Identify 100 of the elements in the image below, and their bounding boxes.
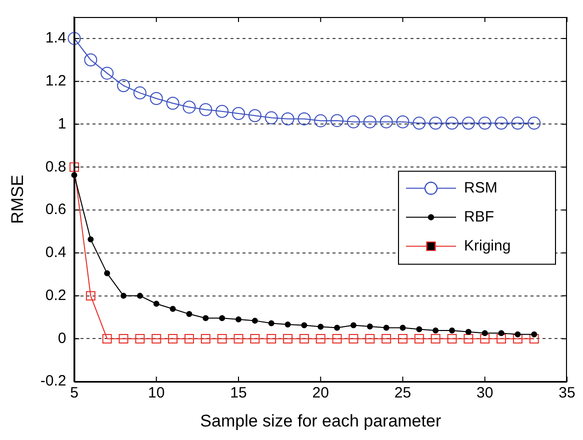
point [217, 334, 227, 344]
point [216, 104, 229, 118]
point [266, 334, 276, 344]
point [316, 334, 326, 344]
point [528, 116, 541, 130]
point [382, 334, 392, 344]
point [350, 322, 356, 328]
point [494, 116, 508, 130]
point [464, 334, 474, 344]
point [512, 334, 522, 344]
point [168, 334, 178, 344]
x-tick-label: 30 [476, 384, 494, 402]
point [100, 66, 114, 80]
y-tick-label: 0.6 [45, 201, 66, 218]
x-tick-label: 15 [230, 384, 247, 402]
point [366, 323, 373, 330]
point [482, 330, 488, 336]
legend-label: RBF [464, 208, 494, 226]
y-tick-label: 1 [58, 115, 66, 132]
point [284, 322, 291, 328]
legend-label: Kriging [464, 237, 511, 254]
point [86, 291, 96, 301]
y-tick-label: -0.2 [40, 372, 66, 390]
point [152, 334, 162, 344]
point [348, 334, 358, 344]
y-tick-label: 0.2 [45, 286, 66, 304]
point [365, 334, 375, 344]
point [117, 79, 130, 92]
point [398, 334, 408, 344]
point [529, 334, 539, 344]
point [248, 109, 262, 122]
point [334, 324, 340, 331]
point [88, 236, 94, 242]
point [182, 100, 196, 114]
point [219, 315, 226, 322]
y-tick-label: 0 [58, 330, 66, 347]
point [186, 311, 192, 318]
point [480, 334, 490, 344]
x-tick-label: 25 [394, 384, 412, 402]
y-tick-label: 1.4 [45, 30, 66, 47]
y-axis-title: RMSE [8, 174, 27, 224]
point [202, 315, 209, 322]
point [250, 334, 260, 344]
point [363, 115, 376, 128]
point [299, 334, 309, 344]
x-tick-label: 5 [70, 384, 78, 402]
point [346, 115, 360, 128]
y-tick-label: 0.4 [45, 244, 66, 262]
y-tick-label: 1.2 [45, 72, 66, 90]
point [332, 334, 342, 344]
point [446, 116, 459, 130]
point [301, 322, 308, 328]
x-tick-label: 35 [558, 384, 576, 402]
point [447, 334, 457, 344]
point [118, 334, 128, 344]
point [199, 103, 212, 116]
point [102, 334, 112, 344]
point [153, 300, 160, 307]
y-tick-label: 0.8 [45, 158, 66, 176]
point [281, 112, 294, 126]
point [511, 116, 524, 130]
point [478, 116, 492, 130]
point [298, 112, 311, 126]
point [380, 115, 393, 128]
point [400, 324, 406, 331]
point [283, 334, 293, 344]
point [170, 306, 176, 312]
point [531, 331, 538, 338]
point [200, 334, 210, 344]
point [133, 86, 146, 100]
point [496, 334, 506, 344]
x-tick-label: 10 [148, 384, 165, 402]
point [318, 324, 324, 330]
x-axis-title: Sample size for each parameter [200, 411, 442, 430]
point [465, 328, 472, 335]
point [234, 334, 244, 344]
point [383, 324, 390, 331]
point [68, 32, 81, 45]
point [120, 292, 127, 299]
point [236, 316, 242, 322]
point [184, 334, 194, 344]
point [252, 318, 258, 324]
point [104, 270, 110, 276]
point [314, 114, 328, 128]
x-tick-label: 20 [312, 384, 329, 402]
point [264, 111, 278, 124]
point [70, 162, 79, 172]
point [166, 96, 180, 110]
point [135, 334, 145, 344]
point [84, 53, 98, 66]
point [462, 116, 475, 130]
point [268, 320, 274, 326]
point [232, 107, 245, 120]
point [498, 330, 504, 336]
point [514, 331, 521, 338]
point [429, 116, 442, 130]
point [396, 115, 410, 128]
point [430, 334, 440, 344]
point [416, 326, 422, 332]
point [136, 292, 143, 299]
